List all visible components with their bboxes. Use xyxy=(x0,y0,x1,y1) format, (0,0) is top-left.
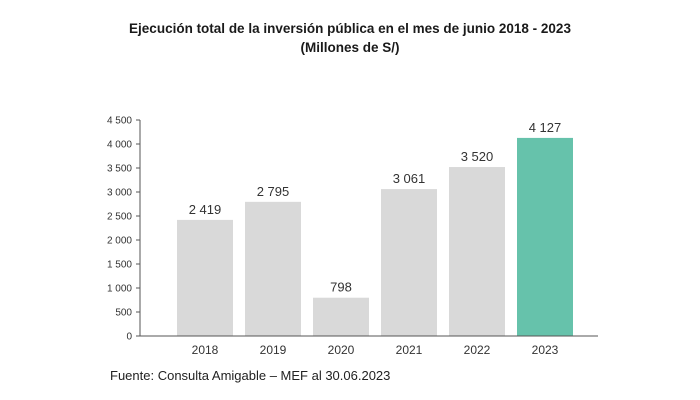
data-label-2023: 4 127 xyxy=(529,120,562,135)
y-tick-label: 2 500 xyxy=(107,212,132,223)
category-label-2023: 2023 xyxy=(532,343,559,357)
chart-title: Ejecución total de la inversión pública … xyxy=(129,21,571,36)
chart-subtitle: (Millones de S/) xyxy=(300,40,400,55)
category-label-2018: 2018 xyxy=(192,343,219,357)
category-label-2019: 2019 xyxy=(260,343,287,357)
y-tick-label: 1 500 xyxy=(107,260,132,271)
bar-2019 xyxy=(245,201,301,336)
y-tick-label: 3 500 xyxy=(107,164,132,175)
chart-title-block: Ejecución total de la inversión pública … xyxy=(0,19,700,57)
data-label-2019: 2 795 xyxy=(257,184,290,199)
y-tick-label: 4 500 xyxy=(107,116,132,127)
category-label-2020: 2020 xyxy=(328,343,355,357)
y-tick-label: 1 000 xyxy=(107,284,132,295)
bar-2020 xyxy=(313,297,369,336)
data-label-2022: 3 520 xyxy=(461,149,494,164)
y-tick-label: 3 000 xyxy=(107,188,132,199)
y-tick-label: 2 000 xyxy=(107,236,132,247)
bar-2023 xyxy=(517,137,573,336)
data-label-2020: 798 xyxy=(330,280,352,295)
y-tick-label: 500 xyxy=(115,308,132,319)
bar-2022 xyxy=(449,167,505,336)
data-label-2021: 3 061 xyxy=(393,171,426,186)
bar-2018 xyxy=(177,219,233,336)
bar-2021 xyxy=(381,189,437,336)
category-label-2021: 2021 xyxy=(396,343,423,357)
y-tick-label: 0 xyxy=(126,332,132,343)
y-tick-label: 4 000 xyxy=(107,140,132,151)
source-note: Fuente: Consulta Amigable – MEF al 30.06… xyxy=(110,368,391,383)
category-label-2022: 2022 xyxy=(464,343,491,357)
data-label-2018: 2 419 xyxy=(189,202,222,217)
